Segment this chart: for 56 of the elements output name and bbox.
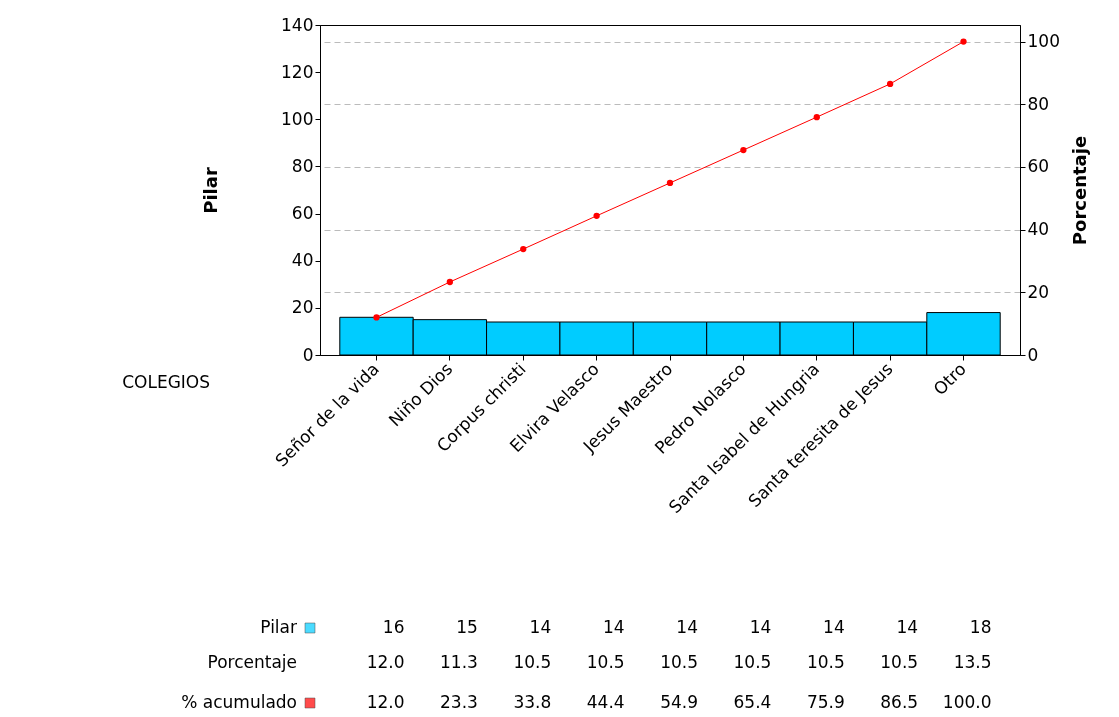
y-tick-label: 120	[281, 61, 314, 82]
y-axis-title: Pilar	[200, 167, 222, 214]
y-tick-label: 0	[302, 344, 314, 365]
point	[446, 278, 454, 286]
data-label: 65.4	[733, 692, 772, 712]
data-label: 100.0	[942, 692, 992, 712]
data-label: 14	[749, 617, 772, 637]
point	[886, 80, 894, 88]
data-label: 14	[529, 617, 552, 637]
data-label: 44.4	[586, 692, 625, 712]
point	[813, 113, 820, 121]
y2-tick-label: 0	[1027, 344, 1039, 365]
y-tick-label: 40	[291, 250, 314, 271]
point	[520, 245, 527, 253]
y-tick-label: 20	[291, 297, 314, 318]
text: 10.5	[586, 652, 625, 672]
data-label: 86.5	[880, 692, 919, 712]
point	[740, 146, 747, 154]
y-tick-label: 80	[291, 155, 314, 176]
data-label: 33.8	[513, 692, 552, 712]
point	[593, 212, 600, 220]
data-label: 14	[896, 617, 919, 637]
text: 10.5	[806, 652, 845, 672]
text: 11.3	[440, 652, 478, 672]
y-tick-label: 140	[281, 14, 314, 35]
point	[666, 179, 674, 187]
data-label: 23.3	[440, 692, 478, 712]
data-label: 14	[676, 617, 698, 637]
text: 12.0	[366, 652, 405, 672]
point	[960, 38, 967, 45]
y2-tick-label: 20	[1027, 281, 1050, 302]
y2-axis-title: Porcentaje	[1068, 135, 1090, 246]
point	[373, 314, 380, 321]
y2-tick-label: 40	[1027, 219, 1050, 240]
y2-tick-label: 60	[1027, 156, 1050, 177]
text: Porcentaje	[207, 652, 297, 672]
data-label: 15	[456, 617, 478, 637]
text: 10.5	[513, 652, 552, 672]
data-label: 75.9	[806, 692, 845, 712]
legend-label: % acumulado	[181, 692, 297, 712]
text: 10.5	[880, 652, 919, 672]
y2-tick-label: 80	[1027, 93, 1050, 114]
text: 13.5	[953, 652, 992, 672]
data-label: 16	[382, 617, 405, 637]
data-label: 18	[969, 617, 992, 637]
y-tick-label: 60	[291, 203, 314, 224]
data-label: 54.9	[660, 692, 698, 712]
text: 10.5	[660, 652, 698, 672]
data-label: 14	[602, 617, 625, 637]
y2-tick-label: 100	[1027, 31, 1060, 52]
legend-label: Pilar	[260, 617, 298, 637]
data-label: 12.0	[366, 692, 405, 712]
y-tick-label: 100	[281, 108, 314, 129]
data-label: 14	[823, 617, 845, 637]
text: 10.5	[733, 652, 772, 672]
x-axis-title: COLEGIOS	[122, 372, 210, 392]
